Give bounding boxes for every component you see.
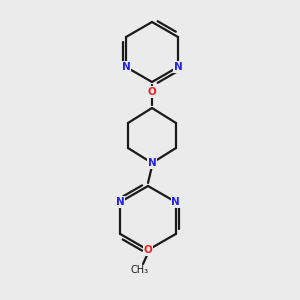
Text: N: N [171,197,180,207]
Text: CH₃: CH₃ [131,265,149,275]
Text: N: N [122,62,130,72]
Text: O: O [144,245,152,255]
Text: O: O [148,87,156,97]
Text: N: N [174,62,182,72]
Text: N: N [148,158,156,168]
Text: N: N [116,197,125,207]
